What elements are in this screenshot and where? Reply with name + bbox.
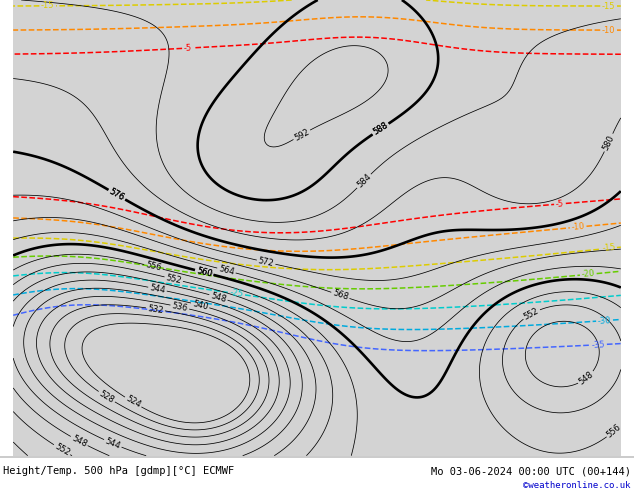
Text: 584: 584 — [355, 172, 373, 190]
Text: -20: -20 — [581, 270, 595, 279]
Text: 560: 560 — [195, 266, 213, 279]
Text: 592: 592 — [293, 127, 311, 143]
Text: 540: 540 — [191, 299, 209, 312]
Text: -10: -10 — [571, 222, 585, 232]
Text: -15: -15 — [41, 1, 55, 10]
Text: 552: 552 — [165, 273, 183, 285]
Text: 548: 548 — [210, 291, 228, 304]
Text: 564: 564 — [217, 264, 235, 277]
Text: 556: 556 — [145, 261, 162, 273]
Text: 576: 576 — [108, 187, 126, 202]
Text: -35: -35 — [592, 340, 605, 349]
Text: 528: 528 — [98, 389, 116, 405]
Text: -30: -30 — [597, 316, 612, 325]
Text: 544: 544 — [149, 283, 166, 295]
Text: 548: 548 — [70, 434, 88, 449]
Text: 580: 580 — [601, 133, 616, 152]
Text: 572: 572 — [257, 256, 275, 268]
Text: 588: 588 — [372, 121, 390, 137]
Text: 552: 552 — [53, 442, 71, 458]
Text: 556: 556 — [605, 422, 623, 440]
Text: 576: 576 — [108, 187, 126, 202]
Text: -5: -5 — [555, 199, 564, 209]
Text: -10: -10 — [602, 25, 616, 35]
Text: 524: 524 — [124, 394, 142, 410]
Text: -5: -5 — [184, 44, 192, 53]
Text: Mo 03-06-2024 00:00 UTC (00+144): Mo 03-06-2024 00:00 UTC (00+144) — [431, 466, 631, 476]
Text: 588: 588 — [372, 121, 390, 137]
Text: -15: -15 — [602, 1, 616, 10]
Text: 548: 548 — [577, 369, 595, 387]
Text: 544: 544 — [104, 436, 122, 451]
Text: 536: 536 — [171, 301, 188, 313]
Text: Height/Temp. 500 hPa [gdmp][°C] ECMWF: Height/Temp. 500 hPa [gdmp][°C] ECMWF — [3, 466, 235, 476]
Text: ©weatheronline.co.uk: ©weatheronline.co.uk — [523, 481, 631, 490]
Text: 552: 552 — [522, 306, 540, 321]
Text: 532: 532 — [147, 304, 164, 315]
Text: -25: -25 — [230, 288, 244, 299]
Text: -15: -15 — [602, 243, 616, 253]
Text: 568: 568 — [332, 289, 349, 302]
Text: 560: 560 — [195, 266, 213, 279]
